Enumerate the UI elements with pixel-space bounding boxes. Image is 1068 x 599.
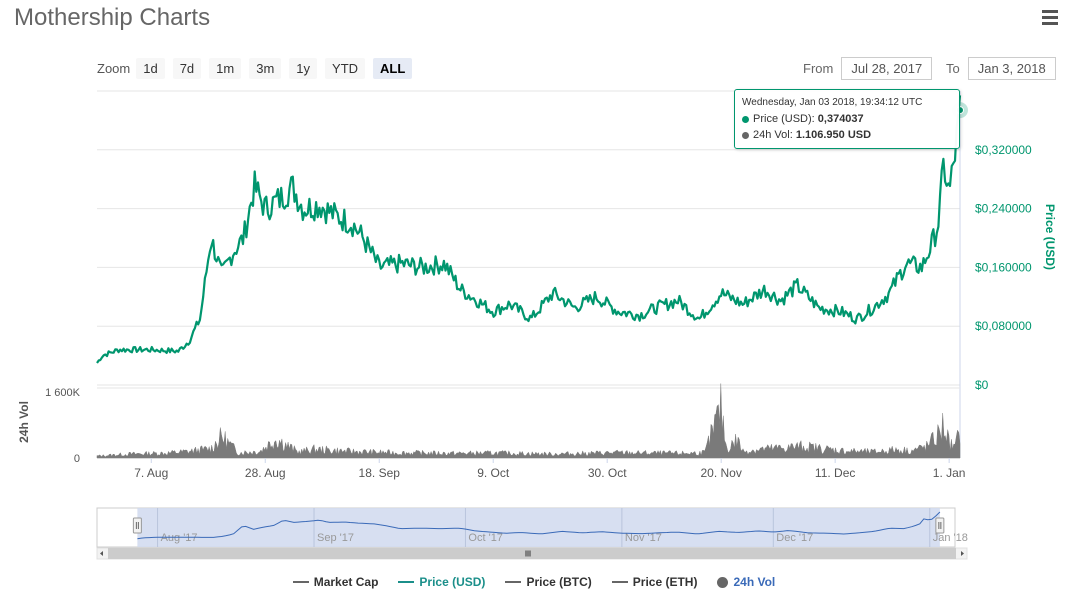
navigator-tick-label: Oct '17 [468,532,503,544]
scroll-left-arrow-icon [100,551,103,556]
line-icon [611,581,628,583]
legend-24h-vol[interactable]: 24h Vol [717,575,775,589]
hamburger-menu-icon[interactable] [1042,10,1058,28]
tooltip-price-row: Price (USD): 0,374037 [742,111,952,127]
x-tick-label: 18. Sep [359,466,401,480]
navigator-handle[interactable] [132,517,142,534]
date-range-to: To Jan 3, 2018 [946,57,1056,80]
x-tick-label: 28. Aug [245,466,286,480]
navigator-tick-label: Sep '17 [317,532,354,544]
price-axis-ticks: $0 $0,080000 $0,160000 $0,240000 $0,320000 [975,143,1032,392]
price-dot-icon [742,115,749,123]
legend-label: Market Cap [313,575,379,589]
zoom-1d-button[interactable]: 1d [136,57,165,79]
navigator-line [137,511,941,540]
line-icon [398,581,415,583]
from-label: From [803,61,834,76]
to-date-input[interactable]: Jan 3, 2018 [967,57,1056,80]
navigator: Aug '17 Sep '17 Oct '17 Nov '17 Dec '17 Jan '… [96,507,968,560]
x-tick-label: 11. Dec [815,466,855,480]
x-tick-label: 9. Oct [477,466,510,480]
zoom-controls: Zoom 1d 7d 1m 3m 1y YTD ALL [97,57,420,79]
price-usd-line [96,95,962,364]
zoom-7d-button[interactable]: 7d [172,57,202,79]
price-tick-label: $0,080000 [975,319,1032,333]
tooltip: Wednesday, Jan 03 2018, 19:34:12 UTC Pri… [734,89,960,149]
scrollbar-thumb[interactable] [108,548,956,559]
scroll-right-arrow-icon [961,551,964,556]
volume-area [96,383,961,459]
x-tick-label: 7. Aug [134,466,168,480]
volume-axis-ticks: 0 1 600K [45,387,81,465]
chart-legend: Market Cap Price (USD) Price (BTC) Price… [0,575,1068,589]
volume-dot-icon [742,131,749,139]
x-tick-label: 30. Oct [588,466,627,480]
legend-market-cap[interactable]: Market Cap [292,575,379,589]
tooltip-header: Wednesday, Jan 03 2018, 19:34:12 UTC [742,97,923,108]
tooltip-vol-label: 24h Vol: [753,129,796,141]
line-icon [505,581,522,583]
volume-tick-label: 0 [74,453,80,465]
price-axis-title: Price (USD) [1043,204,1057,270]
price-tick-label: $0,160000 [975,260,1032,274]
price-tick-label: $0 [975,378,989,392]
navigator-tick-label: Jan '18 [933,532,968,544]
zoom-1m-button[interactable]: 1m [209,57,242,79]
date-range-from: From Jul 28, 2017 [803,57,933,80]
tooltip-vol-row: 24h Vol: 1.106.950 USD [742,127,952,143]
zoom-1y-button[interactable]: 1y [289,57,318,79]
tooltip-vol-value: 1.106.950 USD [795,129,872,141]
price-tick-label: $0,320000 [975,143,1032,157]
navigator-handle[interactable] [935,517,945,534]
zoom-ytd-button[interactable]: YTD [325,57,366,79]
legend-label: Price (BTC) [526,575,592,589]
volume-tick-label: 1 600K [45,387,81,399]
tooltip-price-label: Price (USD): [753,113,818,125]
to-label: To [946,61,960,76]
circle-icon [717,576,729,588]
x-tick-label: 20. Nov [701,466,742,480]
navigator-tick-label: Aug '17 [161,532,198,544]
volume-axis-title: 24h Vol [17,401,31,443]
navigator-tick-label: Dec '17 [776,532,813,544]
x-axis-ticks: 7. Aug 28. Aug 18. Sep 9. Oct 30. Oct 20. Nov… [134,458,965,480]
zoom-3m-button[interactable]: 3m [249,57,282,79]
navigator-tick-label: Nov '17 [625,532,662,544]
zoom-all-button[interactable]: ALL [373,57,413,79]
legend-label: 24h Vol [733,575,776,589]
legend-label: Price (ETH) [632,575,698,589]
legend-price-btc[interactable]: Price (BTC) [505,575,592,589]
zoom-label: Zoom [97,60,131,76]
legend-label: Price (USD) [419,575,486,589]
tooltip-price-value: 0,374037 [817,113,864,125]
price-tick-label: $0,240000 [975,202,1032,216]
page-title: Mothership Charts [14,4,211,31]
x-tick-label: 1. Jan [933,466,966,480]
legend-price-usd[interactable]: Price (USD) [398,575,485,589]
from-date-input[interactable]: Jul 28, 2017 [841,57,933,80]
line-icon [292,581,309,583]
legend-price-eth[interactable]: Price (ETH) [611,575,698,589]
navigator-selection [137,508,940,547]
